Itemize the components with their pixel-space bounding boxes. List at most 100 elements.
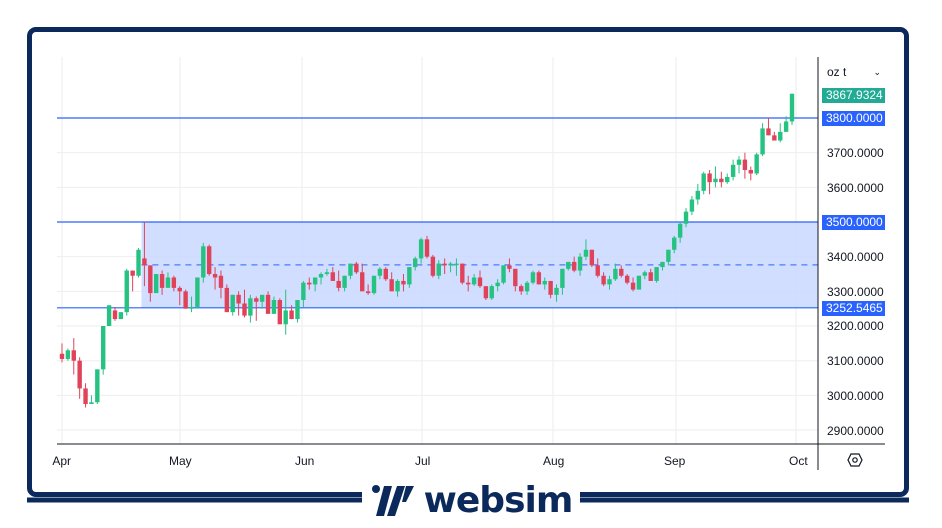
candle	[466, 275, 471, 292]
candle	[636, 275, 642, 290]
candle	[177, 286, 182, 306]
candle	[106, 305, 112, 327]
candle	[577, 253, 583, 276]
candle	[324, 268, 330, 276]
time-axis-label-may: May	[169, 454, 192, 468]
candle	[348, 263, 353, 280]
candle	[501, 265, 506, 285]
candle	[707, 170, 712, 195]
level-tag-3252[interactable]: 3252.5465	[822, 301, 885, 316]
candle	[242, 289, 247, 318]
price-axis-label: 3300.0000	[827, 285, 884, 299]
unit-selector[interactable]: oz t ⌄	[821, 60, 887, 84]
candle	[725, 173, 730, 184]
candle	[318, 272, 324, 285]
candle	[342, 275, 347, 292]
candle	[159, 270, 165, 295]
candle	[554, 284, 559, 302]
candle	[518, 284, 524, 295]
candle	[301, 280, 306, 307]
candle	[436, 260, 441, 280]
price-axis-label: 3200.0000	[827, 319, 884, 333]
candle	[619, 265, 624, 278]
candle	[754, 152, 759, 176]
candle	[254, 296, 259, 321]
time-axis-label-jul: Jul	[415, 454, 431, 468]
candle	[389, 272, 394, 292]
candle	[312, 277, 318, 292]
candle	[354, 261, 359, 275]
candle	[477, 270, 483, 288]
candle	[448, 261, 453, 273]
time-axis-label-aug: Aug	[543, 454, 565, 468]
candle	[248, 294, 253, 323]
candle	[548, 280, 553, 299]
candle	[59, 343, 65, 363]
price-axis-label: 3600.0000	[827, 181, 884, 195]
candle	[760, 123, 765, 157]
candle	[407, 267, 412, 288]
websim-logo-icon	[371, 485, 414, 516]
candle	[401, 274, 406, 292]
candle	[442, 258, 447, 275]
candle	[666, 249, 671, 266]
candle	[330, 267, 336, 281]
candle	[218, 270, 224, 299]
candle	[307, 277, 312, 290]
candle	[360, 263, 365, 292]
price-axis-label: 2900.0000	[827, 424, 884, 438]
level-tag-3500[interactable]: 3500.0000	[822, 215, 885, 230]
candle	[654, 267, 659, 283]
candle	[142, 222, 147, 287]
candle	[495, 279, 500, 292]
candle	[418, 237, 424, 264]
candle	[789, 93, 795, 125]
price-axis-label: 3000.0000	[827, 389, 884, 403]
settings-icon	[847, 453, 863, 467]
candle	[736, 156, 742, 174]
candle	[148, 265, 153, 302]
candle	[630, 277, 636, 292]
candle	[136, 248, 141, 278]
candle	[460, 263, 465, 285]
candle	[766, 118, 771, 136]
candle	[642, 270, 648, 280]
candle	[277, 298, 283, 325]
candle	[613, 263, 618, 281]
candle	[695, 183, 701, 205]
candle	[413, 256, 418, 271]
candle	[677, 222, 683, 243]
time-axis-label-jun: Jun	[295, 454, 315, 468]
unit-selector-value: oz t	[827, 65, 847, 79]
candle	[130, 270, 135, 292]
candle	[83, 383, 88, 408]
candle	[571, 256, 577, 273]
candle	[607, 275, 612, 290]
candle	[112, 306, 118, 321]
candle	[624, 274, 630, 285]
candle	[507, 258, 512, 273]
candle	[566, 261, 571, 271]
candle	[377, 267, 383, 280]
candle	[648, 268, 653, 281]
candle	[89, 395, 94, 405]
candle	[95, 369, 100, 405]
candle	[71, 338, 76, 375]
candle	[430, 254, 436, 278]
candle	[336, 270, 341, 292]
candle	[660, 261, 665, 271]
candle	[171, 275, 177, 292]
level-tag-3800[interactable]: 3800.0000	[822, 111, 885, 126]
candle	[778, 123, 783, 143]
candle	[230, 294, 235, 316]
candle	[489, 284, 494, 301]
footer-brand: websim	[0, 478, 942, 522]
candle	[701, 171, 706, 195]
candle	[536, 270, 542, 285]
candle	[542, 277, 547, 290]
candle	[730, 159, 736, 181]
candle	[295, 300, 300, 323]
candle	[560, 268, 565, 295]
chart-settings-button[interactable]	[845, 451, 865, 469]
